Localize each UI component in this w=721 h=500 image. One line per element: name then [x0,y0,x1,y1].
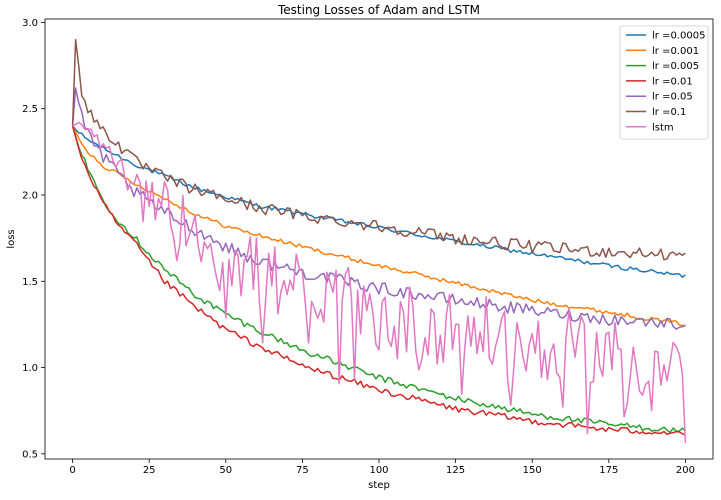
x-tick-label: 100 [369,465,388,476]
legend-label: lr =0.001 [652,46,699,57]
series-line-lr-0-05 [71,87,686,330]
x-tick-label: 125 [446,465,465,476]
series-line-lr-0-1 [71,38,686,261]
x-axis-label: step [368,480,390,491]
y-tick-label: 0.5 [22,449,38,460]
series-line-lr-0-0005 [72,125,686,278]
series-line-lr-0-01 [71,125,686,436]
legend: lr =0.0005 lr =0.001 lr =0.005 lr =0.01 lr =… [619,25,709,140]
plot-frame [44,18,714,460]
legend-label: lstm [652,122,674,133]
y-tick-label: 3.0 [22,18,38,29]
x-tick-label: 175 [599,465,618,476]
x-tick-label: 50 [219,465,232,476]
x-tick-label: 25 [143,465,156,476]
y-tick-label: 2.5 [22,104,38,115]
y-tick-label: 1.0 [22,363,38,374]
y-axis-label: loss [6,229,17,248]
x-tick-label: 150 [523,465,542,476]
legend-label: lr =0.0005 [652,31,705,42]
x-tick-label: 75 [296,465,309,476]
chart-title: Testing Losses of Adam and LSTM [277,3,480,17]
legend-label: lr =0.05 [652,92,693,103]
plot-area: 0 25 50 75 100 125 150 175 200 0.5 1.0 1.5 2.0 2.5 3.0 [22,18,714,476]
series-line-lr-0-005 [71,125,686,434]
legend-label: lr =0.005 [652,61,699,72]
x-tick-label: 0 [69,465,75,476]
legend-label: lr =0.1 [652,107,686,118]
y-tick-label: 1.5 [22,277,38,288]
legend-label: lr =0.01 [652,76,693,87]
x-tick-label: 200 [676,465,695,476]
series-line-lr-0-001 [71,125,686,327]
series-line-lstm [72,121,687,444]
y-tick-label: 2.0 [22,191,38,202]
